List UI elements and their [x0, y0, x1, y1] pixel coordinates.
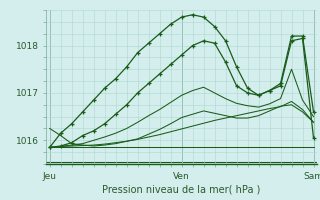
X-axis label: Pression niveau de la mer( hPa ): Pression niveau de la mer( hPa ): [102, 185, 261, 195]
